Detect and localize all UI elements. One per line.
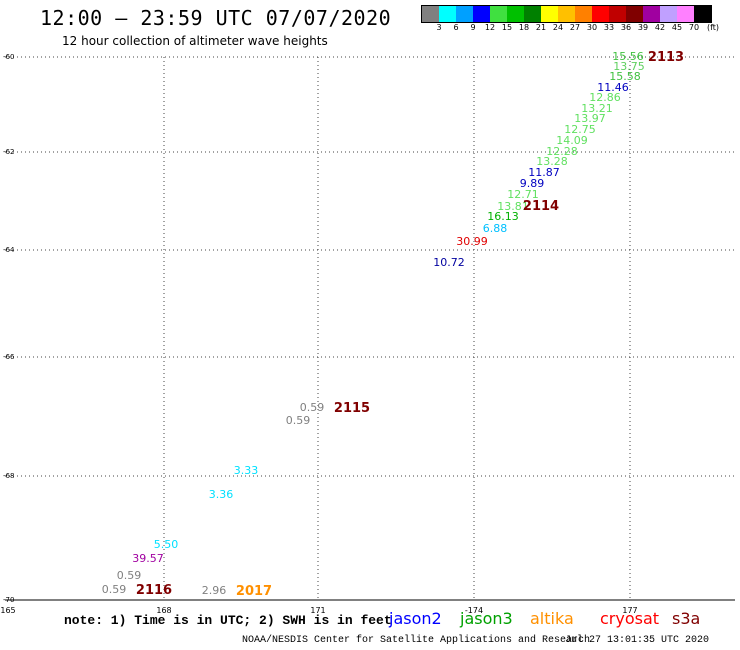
- wave-height-label: 3.36: [209, 488, 234, 501]
- pass-time-label: 2114: [523, 199, 559, 214]
- satellite-altika: altika: [530, 609, 574, 628]
- lat-tick-label: -62: [3, 148, 14, 156]
- pass-time-label: 2116: [136, 583, 172, 598]
- time-labels: 2113 2114 2115 2116 2017: [136, 50, 684, 599]
- legend-swatch: [609, 6, 626, 22]
- credit-line: NOAA/NESDIS Center for Satellite Applica…: [242, 635, 591, 646]
- wave-height-label: 16.13: [487, 210, 519, 223]
- wave-height-label: 12.75: [564, 123, 596, 136]
- wave-height-label: 5.50: [154, 538, 179, 551]
- legend-label: 42: [654, 23, 666, 32]
- wave-height-label: 6.88: [483, 222, 508, 235]
- legend-swatch: [541, 6, 558, 22]
- page-title: 12:00 — 23:59 UTC 07/07/2020: [40, 6, 392, 30]
- observations: 15.5613.7515.5811.4612.8613.2113.9712.75…: [102, 50, 645, 597]
- legend-label: 24: [552, 23, 564, 32]
- legend-label: 15: [501, 23, 513, 32]
- lat-tick-label: -68: [3, 472, 14, 480]
- legend-swatch: [575, 6, 592, 22]
- wave-height-label: 15.56: [612, 50, 644, 63]
- legend-label: 3: [436, 23, 442, 32]
- legend-swatch: [558, 6, 575, 22]
- wave-height-label: 2.96: [202, 584, 227, 597]
- color-legend: [421, 5, 712, 23]
- legend-label: (ft): [706, 23, 720, 32]
- lon-tick-label: 165: [0, 606, 15, 615]
- wave-height-label: 13.81: [497, 200, 529, 213]
- legend-swatch: [643, 6, 660, 22]
- legend-label: 70: [688, 23, 700, 32]
- wave-height-label: 12.28: [546, 145, 578, 158]
- satellite-cryosat: cryosat: [600, 609, 660, 628]
- legend-swatch: [507, 6, 524, 22]
- page-subtitle: 12 hour collection of altimeter wave hei…: [62, 34, 328, 48]
- wave-height-label: 0.59: [300, 401, 325, 414]
- lat-tick-label: -60: [3, 53, 14, 61]
- graticule: [5, 56, 735, 601]
- wave-height-label: 10.72: [433, 256, 465, 269]
- lon-tick-label: -174: [465, 606, 483, 615]
- legend-label: 18: [518, 23, 530, 32]
- wave-height-label: 13.28: [536, 155, 568, 168]
- wave-height-label: 0.59: [102, 583, 127, 596]
- wave-height-label: 12.86: [589, 91, 621, 104]
- wave-height-label: 12.71: [507, 188, 539, 201]
- legend-label: 27: [569, 23, 581, 32]
- legend-swatch: [660, 6, 677, 22]
- legend-label: 6: [453, 23, 459, 32]
- legend-swatch: [626, 6, 643, 22]
- legend-label: 21: [535, 23, 547, 32]
- legend-label: 12: [484, 23, 496, 32]
- legend-swatch: [524, 6, 541, 22]
- pass-time-label: 2113: [648, 50, 684, 65]
- wave-height-label: 39.57: [132, 552, 164, 565]
- wave-height-label: 3.33: [234, 464, 259, 477]
- wave-height-label: 14.09: [556, 134, 588, 147]
- legend-label: 9: [470, 23, 476, 32]
- wave-height-label: 0.59: [117, 569, 142, 582]
- wave-height-label: 30.99: [456, 235, 488, 248]
- legend-swatch: [592, 6, 609, 22]
- tick-labels: -60 -62 -64 -66 -68 -70 165 168 171 -174 177: [0, 53, 637, 615]
- legend-label: 36: [620, 23, 632, 32]
- wave-height-label: 15.58: [609, 70, 641, 83]
- lon-tick-label: 171: [310, 606, 325, 615]
- wave-height-label: 9.89: [520, 177, 545, 190]
- legend-label: 39: [637, 23, 649, 32]
- pass-time-label: 2017: [236, 584, 272, 599]
- lon-tick-label: 168: [156, 606, 171, 615]
- lon-tick-label: 177: [622, 606, 637, 615]
- legend-label: 33: [603, 23, 615, 32]
- satellite-s3a: s3a: [672, 609, 701, 628]
- lat-tick-label: -70: [3, 596, 14, 604]
- wave-height-label: 11.87: [528, 166, 560, 179]
- legend-swatch: [456, 6, 473, 22]
- legend-swatch: [694, 6, 711, 22]
- wave-height-label: 13.21: [581, 102, 613, 115]
- pass-time-label: 2115: [334, 401, 370, 416]
- legend-swatch: [490, 6, 507, 22]
- legend-label: 30: [586, 23, 598, 32]
- lat-tick-label: -66: [3, 353, 15, 361]
- legend-swatch: [473, 6, 490, 22]
- wave-height-label: 0.59: [286, 414, 311, 427]
- legend-swatch: [422, 6, 439, 22]
- legend-swatch: [439, 6, 456, 22]
- legend-swatch: [677, 6, 694, 22]
- satellite-jason3: jason3: [460, 609, 513, 628]
- legend-label: 45: [671, 23, 683, 32]
- wave-height-label: 13.75: [613, 60, 645, 73]
- footer-note: note: 1) Time is in UTC; 2) SWH is in fe…: [64, 613, 392, 628]
- lat-tick-label: -64: [3, 246, 15, 254]
- generation-timestamp: Jul 27 13:01:35 UTC 2020: [565, 635, 710, 646]
- wave-height-label: 11.46: [597, 81, 629, 94]
- wave-height-label: 13.97: [574, 112, 606, 125]
- satellite-jason2: jason2: [389, 609, 442, 628]
